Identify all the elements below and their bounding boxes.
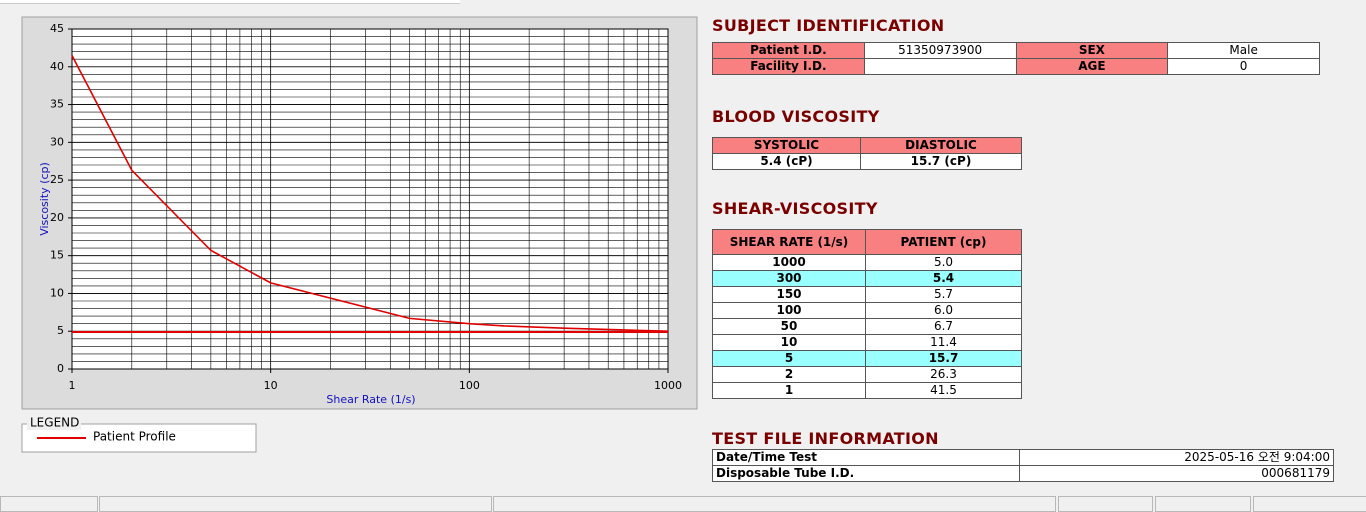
top-strip: [0, 0, 460, 4]
status-segment: [1155, 496, 1251, 512]
x-tick-label: 1000: [654, 379, 682, 392]
cell: 15.7 (cP): [859, 153, 1023, 170]
section-title: SHEAR-VISCOSITY: [712, 199, 878, 218]
section-title: SUBJECT IDENTIFICATION: [712, 16, 945, 35]
cell: 150: [712, 286, 866, 303]
y-tick-label: 10: [50, 286, 64, 299]
plot-area: [72, 29, 668, 369]
table-row: 10 11.4: [712, 334, 1022, 351]
y-tick-label: 15: [50, 249, 64, 262]
cell: 5.0: [865, 254, 1022, 271]
y-tick-label: 0: [57, 362, 64, 375]
table-row: 50 6.7: [712, 318, 1022, 335]
cell: 000681179: [1019, 465, 1334, 482]
header-cell: SEX: [1015, 42, 1169, 59]
cell: 300: [712, 270, 866, 287]
cell: 1: [712, 382, 866, 399]
cell: 41.5: [865, 382, 1022, 399]
header-cell: DIASTOLIC: [859, 137, 1023, 154]
blood-table: SYSTOLIC DIASTOLIC 5.4 (cP) 15.7 (cP): [712, 137, 1023, 170]
y-tick-label: 25: [50, 173, 64, 186]
plot-border: [71, 28, 669, 370]
table-row: Patient I.D. 51350973900 SEX Male: [712, 42, 1320, 59]
table-row: 1 41.5: [712, 382, 1022, 399]
status-segment: [99, 496, 492, 512]
status-segment: [0, 496, 98, 512]
subject-table: Patient I.D. 51350973900 SEX Male Facility I…: [712, 42, 1320, 75]
cell: 1000: [712, 254, 866, 271]
y-tick-label: 45: [50, 22, 64, 35]
y-axis-label: Viscosity (cp): [38, 162, 51, 236]
header-cell: Patient I.D.: [712, 42, 865, 59]
chart: Shear Rate (1/s) Viscosity (cp) LEGEND P…: [21, 16, 698, 453]
cell: 100: [712, 302, 866, 319]
cell: 6.7: [865, 318, 1022, 335]
header-cell: Facility I.D.: [712, 58, 865, 75]
y-tick-label: 40: [50, 60, 64, 73]
cell: 50: [712, 318, 866, 335]
cell: 26.3: [865, 366, 1022, 383]
y-tick-label: 35: [50, 98, 64, 111]
x-axis-label: Shear Rate (1/s): [326, 393, 415, 406]
cell: 5.4 (cP): [712, 153, 861, 170]
status-segment: [1253, 496, 1366, 512]
cell: 51350973900: [863, 42, 1017, 59]
cell: 15.7: [865, 350, 1022, 367]
cell: 6.0: [865, 302, 1022, 319]
header-cell: AGE: [1015, 58, 1169, 75]
x-tick-label: 1: [69, 379, 76, 392]
legend-title-bg: [27, 417, 81, 430]
cell: 5.4: [865, 270, 1022, 287]
section-title: BLOOD VISCOSITY: [712, 107, 880, 126]
header-cell: Date/Time Test: [712, 449, 1020, 466]
header-cell: PATIENT (cp): [865, 229, 1022, 255]
cell: 10: [712, 334, 866, 351]
header-cell: SHEAR RATE (1/s): [712, 229, 866, 255]
x-tick-label: 10: [264, 379, 278, 392]
header-cell: Disposable Tube I.D.: [712, 465, 1020, 482]
table-row: 1000 5.0: [712, 254, 1022, 271]
cell: 0: [1167, 58, 1320, 75]
y-tick-label: 5: [57, 324, 64, 337]
cell: 11.4: [865, 334, 1022, 351]
table-row: 150 5.7: [712, 286, 1022, 303]
x-tick-label: 100: [459, 379, 480, 392]
shear-table: SHEAR RATE (1/s) PATIENT (cp) 1000 5.0 300 5…: [712, 229, 1022, 399]
cell: 5.7: [865, 286, 1022, 303]
status-segment: [1058, 496, 1153, 512]
cell: 2025-05-16 오전 9:04:00: [1019, 449, 1334, 466]
y-tick-label: 30: [50, 135, 64, 148]
table-row: 2 26.3: [712, 366, 1022, 383]
section-title: TEST FILE INFORMATION: [712, 429, 939, 448]
data-line: [71, 55, 669, 333]
table-row: 5 15.7: [712, 350, 1022, 367]
legend-label: Patient Profile: [93, 430, 176, 444]
cell: 2: [712, 366, 866, 383]
status-segment: [493, 496, 1056, 512]
legend-title: LEGEND: [30, 416, 79, 430]
table-row: Date/Time Test 2025-05-16 오전 9:04:00: [712, 449, 1334, 466]
table-row: 100 6.0: [712, 302, 1022, 319]
table-row: Disposable Tube I.D. 000681179: [712, 465, 1334, 482]
table-row: Facility I.D. AGE 0: [712, 58, 1320, 75]
cell: Male: [1167, 42, 1320, 59]
cell: [863, 58, 1017, 75]
cell: 5: [712, 350, 866, 367]
y-tick-label: 20: [50, 211, 64, 224]
table-row: 300 5.4: [712, 270, 1022, 287]
file-table: Date/Time Test 2025-05-16 오전 9:04:00 Dispo…: [712, 449, 1334, 482]
header-cell: SYSTOLIC: [712, 137, 861, 154]
